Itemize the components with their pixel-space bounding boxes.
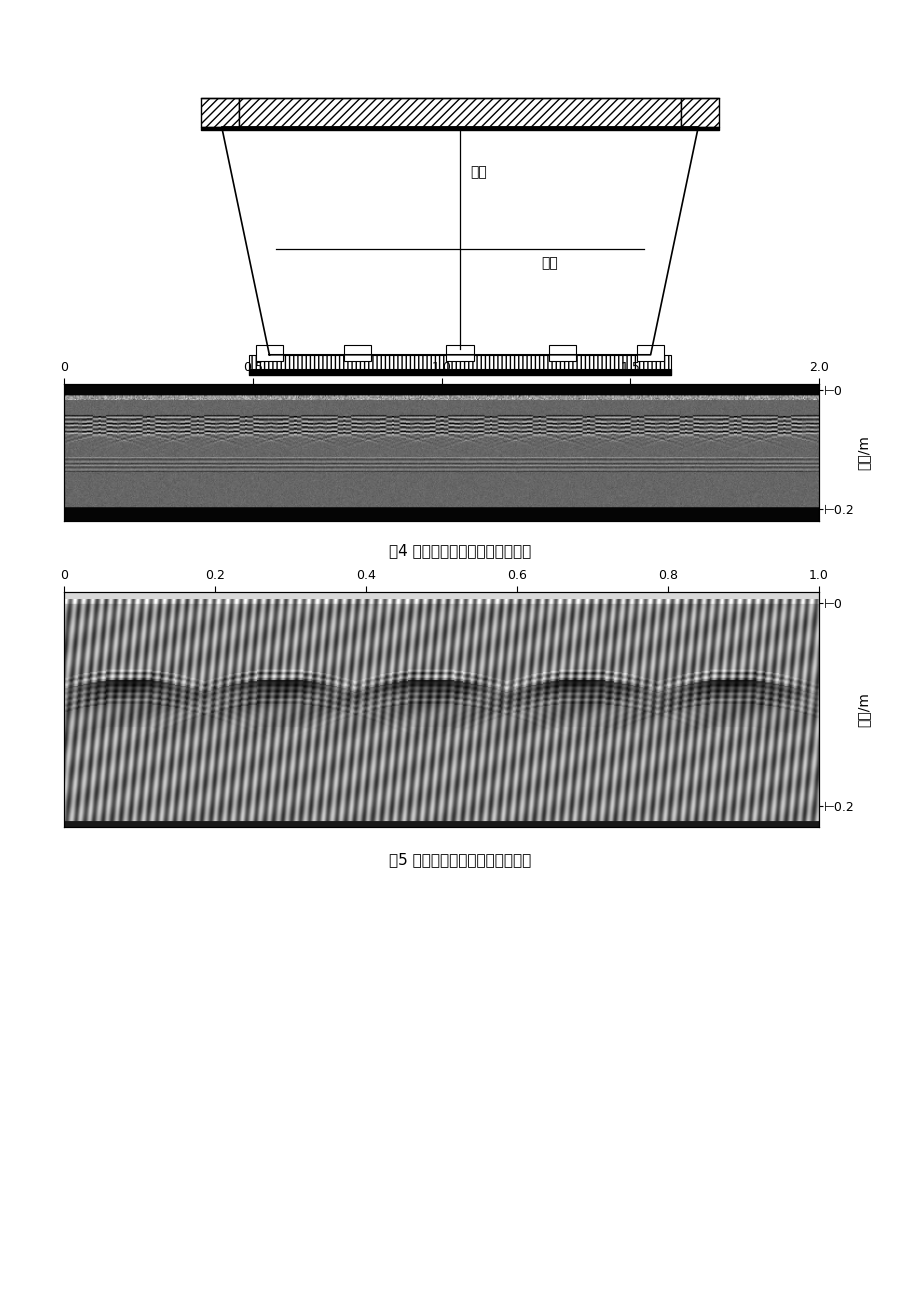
Bar xyxy=(680,99,718,128)
Bar xyxy=(548,345,575,361)
Text: 图3 测线布置示意图: 图3 测线布置示意图 xyxy=(415,418,504,434)
Text: 图5 垂直测线地质雷达成像剖面图: 图5 垂直测线地质雷达成像剖面图 xyxy=(389,852,530,867)
Y-axis label: 深度/m: 深度/m xyxy=(856,435,869,470)
Bar xyxy=(255,345,283,361)
Bar xyxy=(239,99,680,128)
Bar xyxy=(344,345,371,361)
Bar xyxy=(446,345,473,361)
Bar xyxy=(201,99,239,128)
Bar xyxy=(636,345,664,361)
Text: 图4 水平测线地质雷达成像剖面图: 图4 水平测线地质雷达成像剖面图 xyxy=(389,543,530,559)
Y-axis label: 深度/m: 深度/m xyxy=(856,693,869,727)
Text: 测线: 测线 xyxy=(470,165,486,178)
Bar xyxy=(249,355,670,368)
Text: 测线: 测线 xyxy=(541,256,558,271)
